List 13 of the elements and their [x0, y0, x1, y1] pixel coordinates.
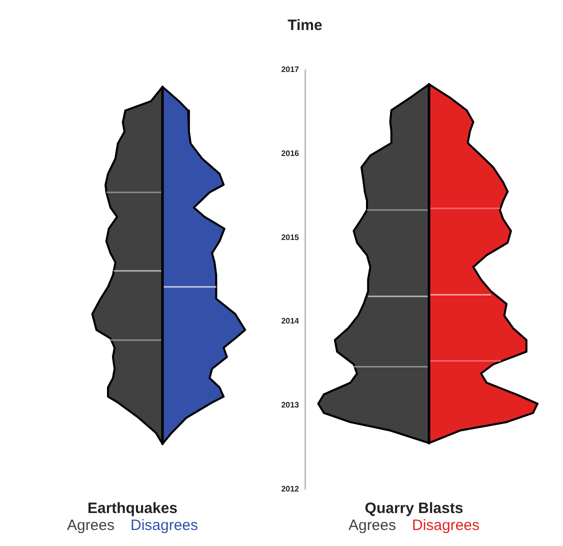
y-tick-label: 2017 — [281, 65, 300, 74]
text: Agrees — [66, 517, 114, 534]
text: Agrees — [348, 517, 396, 534]
x-axis-title: Quarry Blasts — [364, 500, 464, 517]
y-tick-label: 2016 — [281, 149, 300, 158]
y-tick-label: 2015 — [281, 232, 300, 242]
y-tick-label: 2013 — [281, 400, 300, 410]
y-tick-label: 2014 — [281, 316, 300, 326]
x-axis-title: Earthquakes — [86, 500, 179, 517]
y-axis-title: Time — [288, 17, 322, 34]
y-tick-label: 2012 — [281, 484, 300, 494]
text: Disagrees — [412, 517, 480, 534]
text: Disagrees — [130, 517, 198, 534]
